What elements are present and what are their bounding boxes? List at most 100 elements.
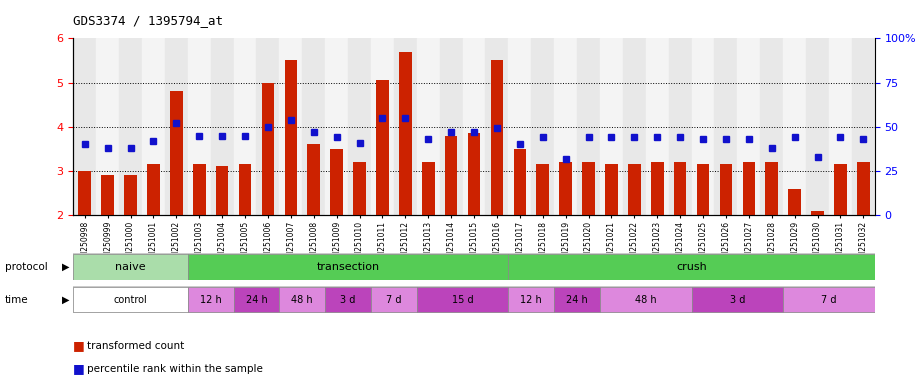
- Bar: [188, 38, 211, 215]
- Bar: [73, 38, 96, 215]
- Bar: [79, 171, 91, 215]
- Text: 24 h: 24 h: [566, 295, 588, 305]
- Bar: [600, 38, 623, 215]
- Bar: [142, 38, 165, 215]
- Bar: [445, 136, 457, 215]
- Bar: [783, 38, 806, 215]
- Bar: [692, 38, 714, 215]
- Bar: [234, 286, 279, 313]
- Bar: [829, 38, 852, 215]
- Bar: [394, 38, 417, 215]
- Bar: [789, 189, 801, 215]
- Text: 3 d: 3 d: [730, 295, 745, 305]
- Bar: [325, 38, 348, 215]
- Bar: [417, 38, 440, 215]
- Bar: [720, 164, 732, 215]
- Bar: [193, 164, 205, 215]
- Bar: [262, 83, 274, 215]
- Bar: [170, 91, 182, 215]
- Text: 3 d: 3 d: [341, 295, 355, 305]
- Bar: [834, 164, 846, 215]
- Bar: [422, 162, 434, 215]
- Bar: [331, 149, 343, 215]
- Bar: [600, 286, 692, 313]
- Bar: [73, 286, 188, 313]
- Bar: [651, 162, 663, 215]
- Text: 7 d: 7 d: [822, 295, 836, 305]
- Text: ▶: ▶: [62, 295, 70, 305]
- Bar: [583, 162, 594, 215]
- Bar: [669, 38, 692, 215]
- Bar: [554, 38, 577, 215]
- Bar: [760, 38, 783, 215]
- Bar: [354, 162, 365, 215]
- Text: ■: ■: [73, 339, 89, 352]
- Bar: [468, 133, 480, 215]
- Text: crush: crush: [676, 262, 707, 272]
- Bar: [508, 286, 554, 313]
- Text: time: time: [5, 295, 28, 305]
- Text: ▶: ▶: [62, 262, 70, 272]
- Bar: [239, 164, 251, 215]
- Text: 7 d: 7 d: [387, 295, 401, 305]
- Bar: [399, 51, 411, 215]
- Text: 48 h: 48 h: [635, 295, 657, 305]
- Text: 12 h: 12 h: [520, 295, 542, 305]
- Bar: [531, 38, 554, 215]
- Bar: [714, 38, 737, 215]
- Bar: [628, 164, 640, 215]
- Bar: [508, 254, 875, 280]
- Bar: [485, 38, 508, 215]
- Bar: [605, 164, 617, 215]
- Bar: [302, 38, 325, 215]
- Text: transformed count: transformed count: [87, 341, 184, 351]
- Bar: [514, 149, 526, 215]
- Bar: [560, 162, 572, 215]
- Bar: [279, 38, 302, 215]
- Bar: [211, 38, 234, 215]
- Bar: [325, 286, 371, 313]
- Text: 48 h: 48 h: [291, 295, 313, 305]
- Bar: [737, 38, 760, 215]
- Bar: [783, 286, 875, 313]
- Text: GDS3374 / 1395794_at: GDS3374 / 1395794_at: [73, 14, 224, 27]
- Text: 12 h: 12 h: [200, 295, 222, 305]
- Bar: [852, 38, 875, 215]
- Bar: [491, 61, 503, 215]
- Bar: [806, 38, 829, 215]
- Bar: [508, 38, 531, 215]
- Bar: [463, 38, 485, 215]
- Bar: [697, 164, 709, 215]
- Text: 15 d: 15 d: [452, 295, 474, 305]
- Bar: [376, 80, 388, 215]
- Bar: [234, 38, 256, 215]
- Bar: [102, 175, 114, 215]
- Bar: [371, 286, 417, 313]
- Bar: [119, 38, 142, 215]
- Bar: [812, 210, 823, 215]
- Bar: [646, 38, 669, 215]
- Bar: [857, 162, 869, 215]
- Bar: [692, 286, 783, 313]
- Bar: [256, 38, 279, 215]
- Bar: [348, 38, 371, 215]
- Bar: [440, 38, 463, 215]
- Bar: [537, 164, 549, 215]
- Bar: [147, 164, 159, 215]
- Bar: [743, 162, 755, 215]
- Bar: [96, 38, 119, 215]
- Bar: [216, 167, 228, 215]
- Bar: [766, 162, 778, 215]
- Text: control: control: [114, 295, 147, 305]
- Bar: [188, 286, 234, 313]
- Bar: [73, 254, 188, 280]
- Text: protocol: protocol: [5, 262, 48, 272]
- Text: 24 h: 24 h: [245, 295, 267, 305]
- Bar: [308, 144, 320, 215]
- Bar: [623, 38, 646, 215]
- Bar: [285, 61, 297, 215]
- Bar: [165, 38, 188, 215]
- Text: ■: ■: [73, 362, 89, 375]
- Bar: [417, 286, 508, 313]
- Bar: [279, 286, 325, 313]
